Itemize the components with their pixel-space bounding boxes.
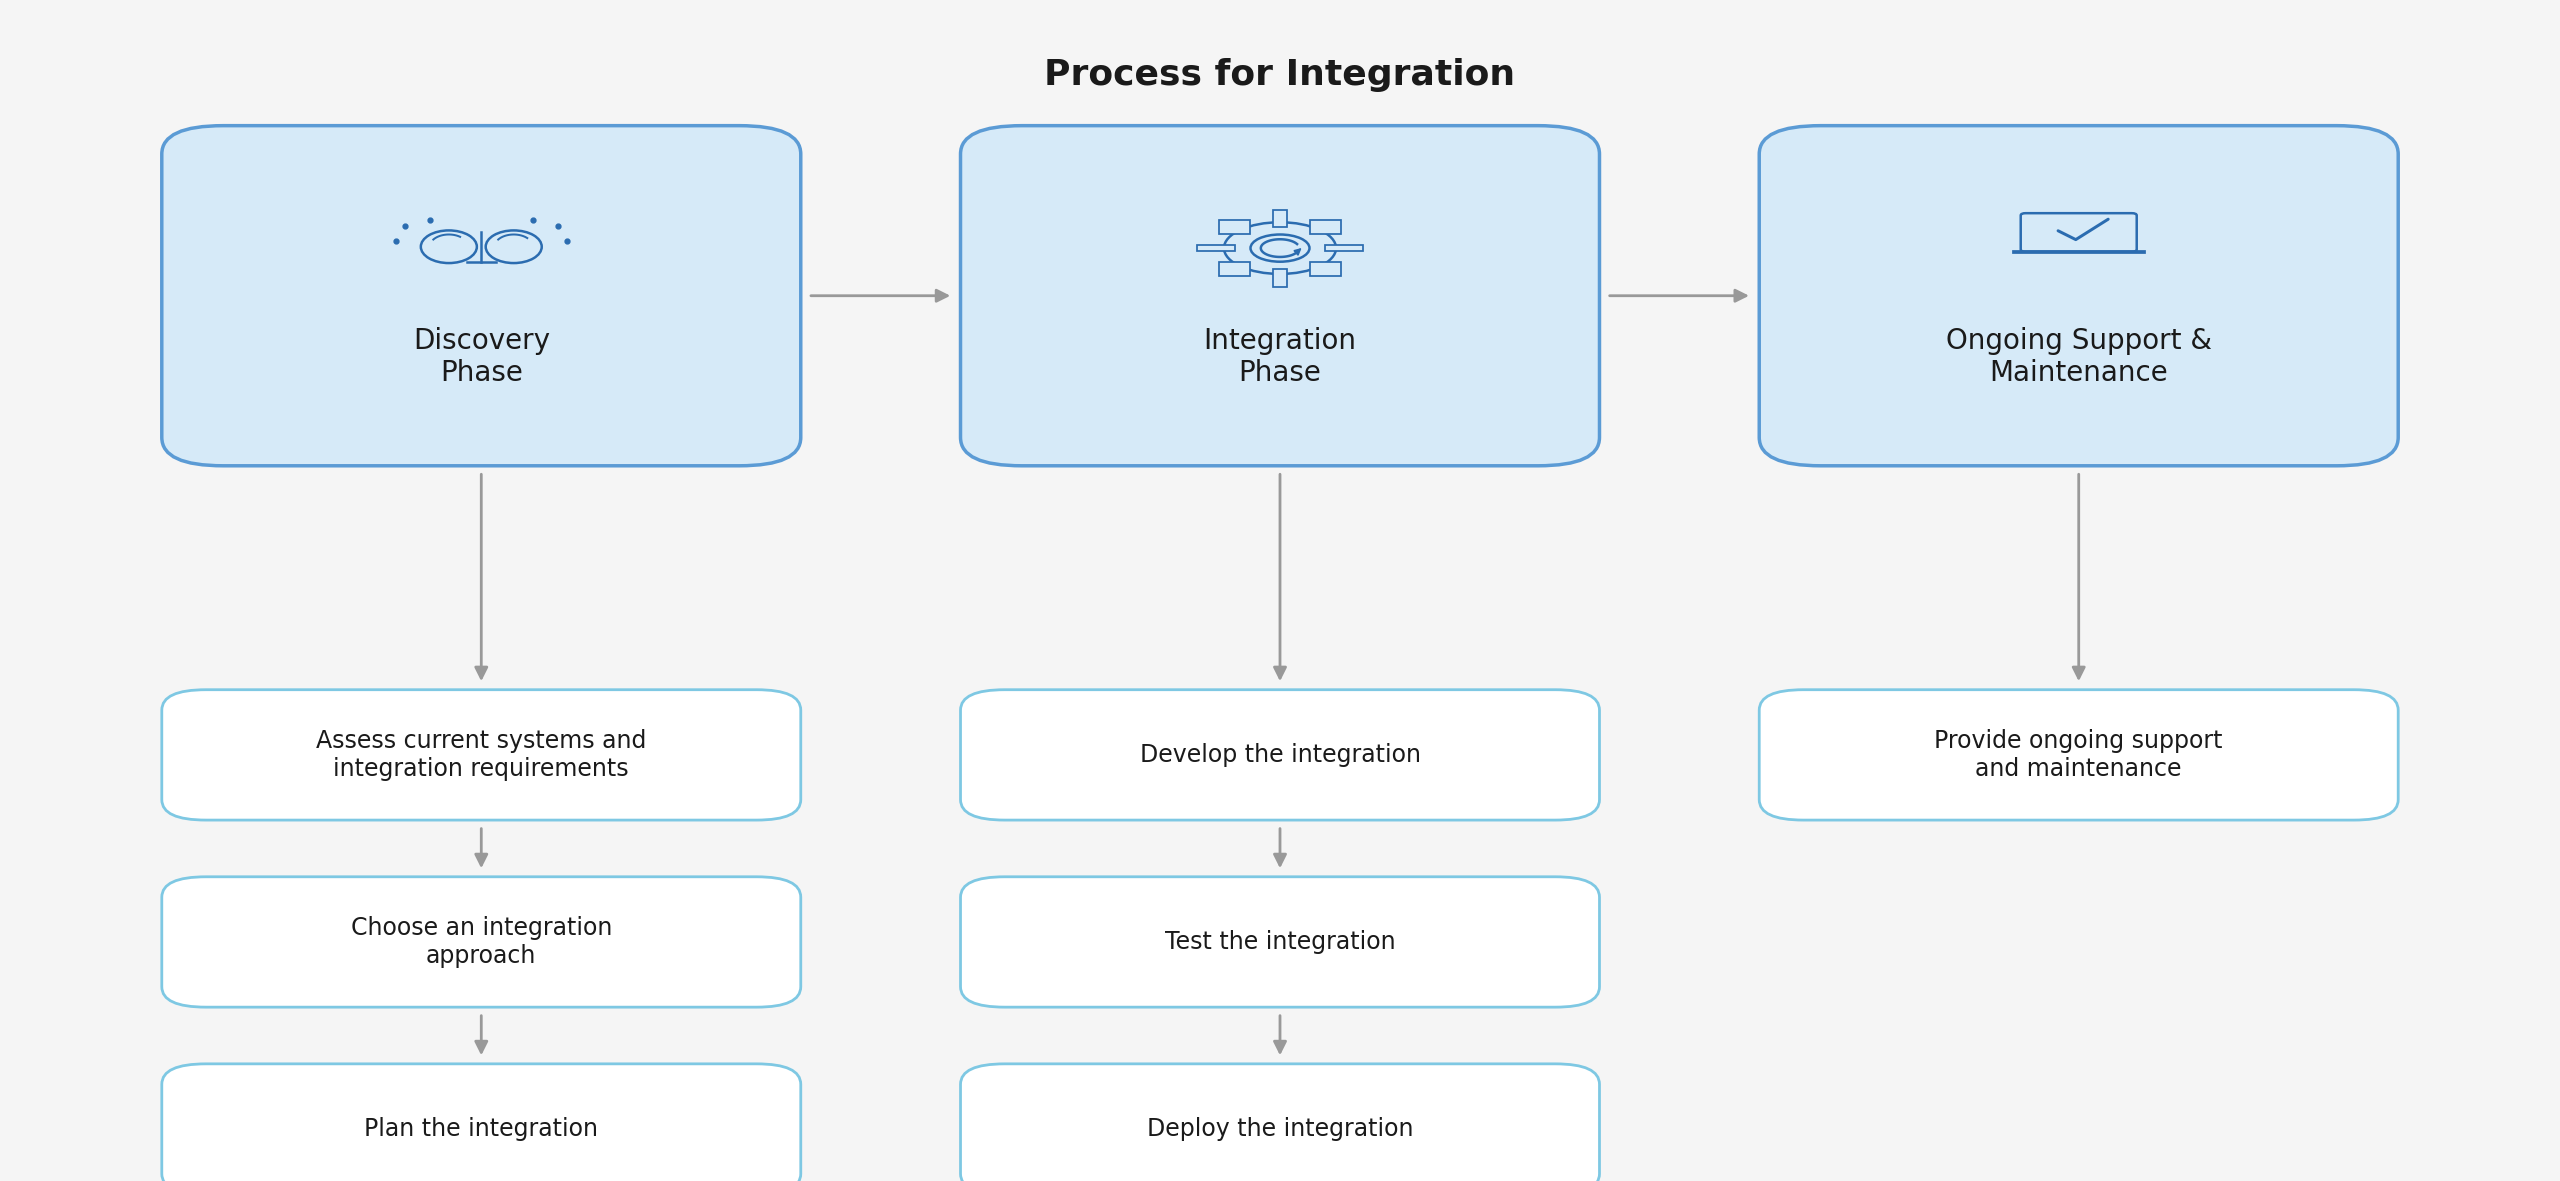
- FancyBboxPatch shape: [161, 1064, 801, 1181]
- FancyBboxPatch shape: [1272, 269, 1288, 287]
- Text: Develop the integration: Develop the integration: [1139, 743, 1421, 766]
- Text: Discovery
Phase: Discovery Phase: [412, 327, 550, 387]
- FancyBboxPatch shape: [960, 125, 1600, 465]
- FancyBboxPatch shape: [1326, 244, 1364, 252]
- FancyBboxPatch shape: [960, 876, 1600, 1007]
- Text: Plan the integration: Plan the integration: [364, 1117, 599, 1141]
- FancyBboxPatch shape: [1219, 220, 1249, 234]
- FancyBboxPatch shape: [1759, 125, 2399, 465]
- FancyBboxPatch shape: [1196, 244, 1234, 252]
- Text: Provide ongoing support
and maintenance: Provide ongoing support and maintenance: [1935, 729, 2222, 781]
- Text: Choose an integration
approach: Choose an integration approach: [351, 916, 612, 968]
- Text: Integration
Phase: Integration Phase: [1203, 327, 1357, 387]
- Text: Process for Integration: Process for Integration: [1044, 58, 1516, 92]
- FancyBboxPatch shape: [1219, 262, 1249, 276]
- Text: Deploy the integration: Deploy the integration: [1147, 1117, 1413, 1141]
- FancyBboxPatch shape: [161, 690, 801, 820]
- Text: Ongoing Support &
Maintenance: Ongoing Support & Maintenance: [1946, 327, 2212, 387]
- FancyBboxPatch shape: [1272, 210, 1288, 228]
- FancyBboxPatch shape: [1759, 690, 2399, 820]
- FancyBboxPatch shape: [960, 1064, 1600, 1181]
- FancyBboxPatch shape: [960, 690, 1600, 820]
- Text: Test the integration: Test the integration: [1165, 929, 1395, 954]
- FancyBboxPatch shape: [1311, 220, 1341, 234]
- Text: Assess current systems and
integration requirements: Assess current systems and integration r…: [315, 729, 648, 781]
- FancyBboxPatch shape: [161, 876, 801, 1007]
- FancyBboxPatch shape: [1311, 262, 1341, 276]
- FancyBboxPatch shape: [161, 125, 801, 465]
